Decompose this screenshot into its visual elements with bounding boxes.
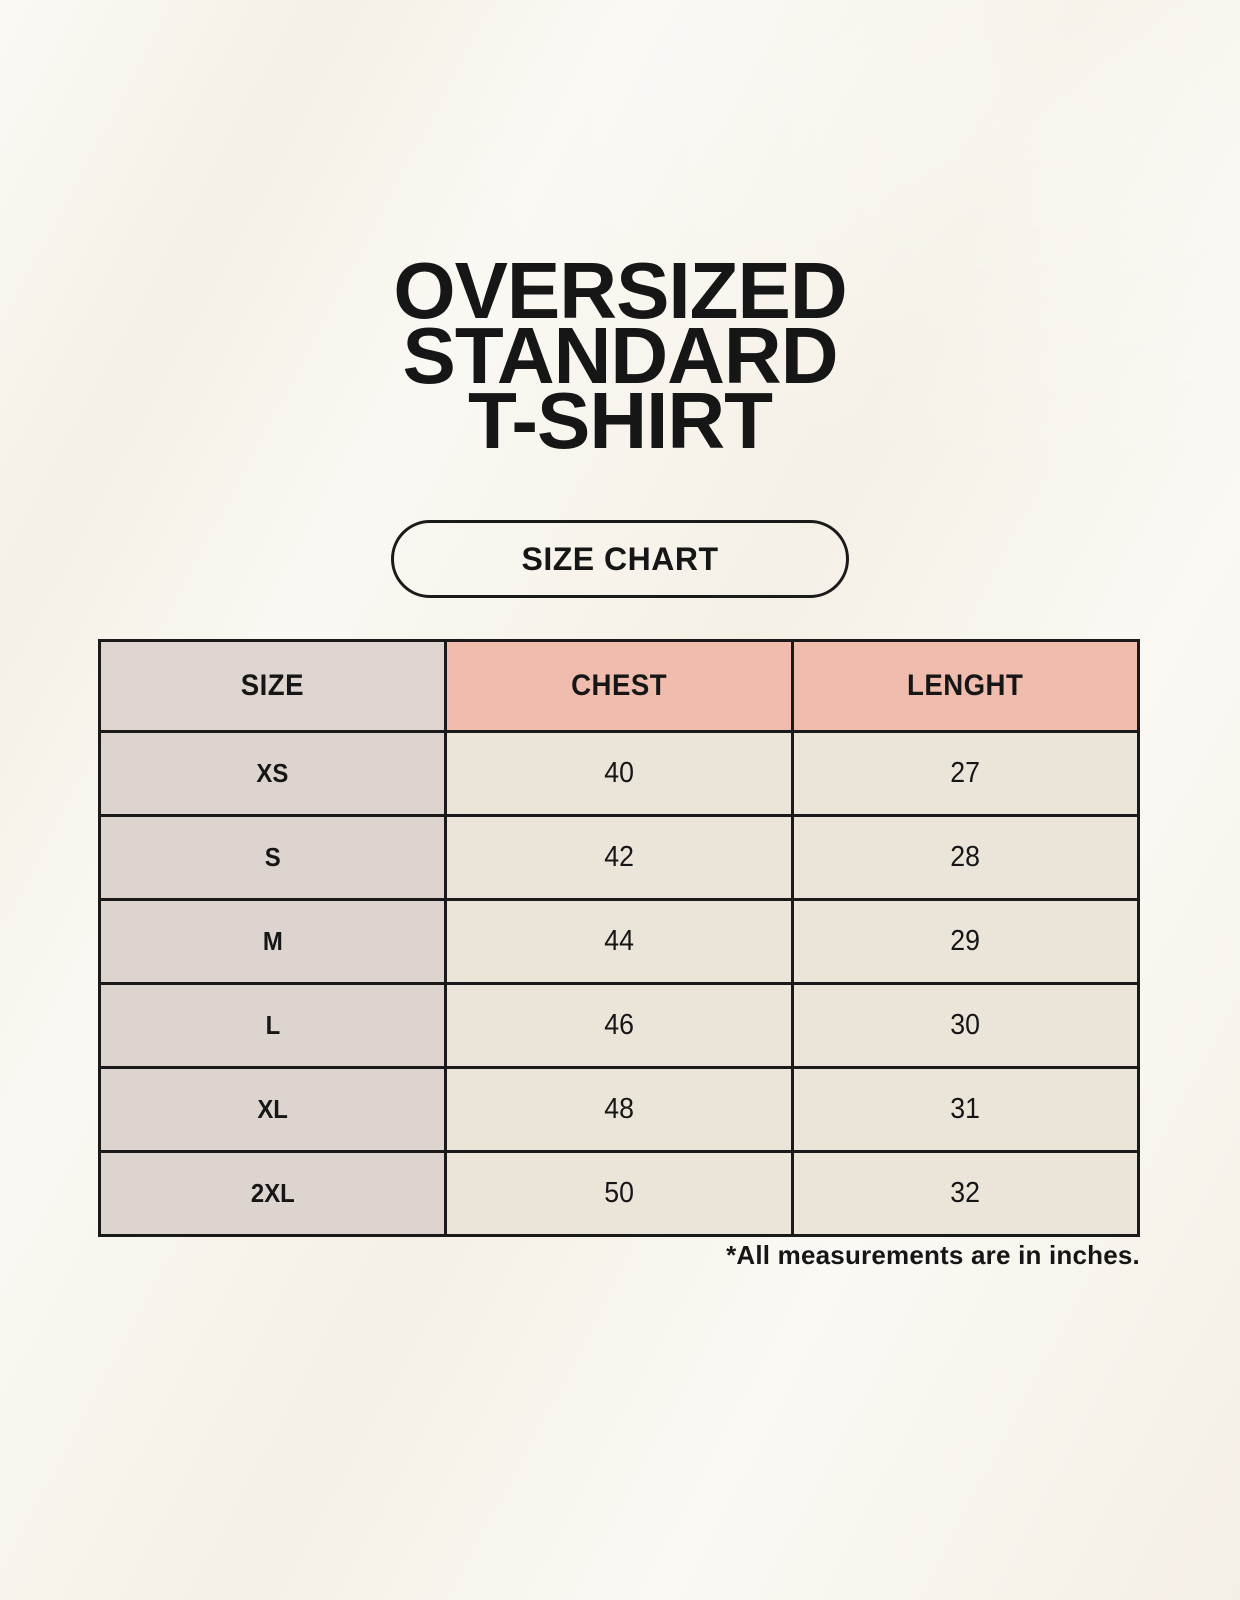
- size-label: L: [265, 1010, 280, 1040]
- size-cell-m: M: [101, 901, 445, 982]
- column-header-length: LENGHT: [793, 642, 1137, 730]
- length-cell-xs: 27: [793, 733, 1137, 814]
- size-label: XL: [257, 1094, 288, 1124]
- length-value: 28: [950, 841, 981, 873]
- chest-cell-s: 42: [447, 817, 791, 898]
- column-header-chest: CHEST: [447, 642, 791, 730]
- chest-cell-l: 46: [447, 985, 791, 1066]
- size-cell-s: S: [101, 817, 445, 898]
- length-value: 29: [950, 925, 981, 957]
- chest-cell-m: 44: [447, 901, 791, 982]
- length-value: 32: [950, 1177, 981, 1209]
- size-cell-xs: XS: [101, 733, 445, 814]
- chest-cell-xl: 48: [447, 1069, 791, 1150]
- column-header-chest-label: CHEST: [571, 669, 667, 702]
- length-cell-2xl: 32: [793, 1153, 1137, 1234]
- size-label: M: [262, 926, 283, 956]
- chest-value: 40: [604, 757, 634, 789]
- length-cell-m: 29: [793, 901, 1137, 982]
- chest-value: 48: [604, 1093, 634, 1125]
- size-label: 2XL: [250, 1178, 295, 1208]
- size-cell-xl: XL: [101, 1069, 445, 1150]
- column-header-size-label: SIZE: [241, 669, 305, 702]
- chest-value: 46: [604, 1009, 634, 1041]
- length-value: 31: [950, 1093, 981, 1125]
- chest-value: 50: [604, 1177, 634, 1209]
- size-chart-badge[interactable]: SIZE CHART: [391, 520, 849, 598]
- length-cell-l: 30: [793, 985, 1137, 1066]
- size-label: S: [264, 842, 281, 872]
- size-cell-2xl: 2XL: [101, 1153, 445, 1234]
- length-cell-xl: 31: [793, 1069, 1137, 1150]
- length-value: 27: [950, 757, 981, 789]
- size-chart-badge-label: SIZE CHART: [521, 540, 719, 577]
- title-line-1: OVERSIZED: [393, 246, 847, 335]
- column-header-size: SIZE: [101, 642, 445, 730]
- measurements-note: *All measurements are in inches.: [726, 1240, 1140, 1270]
- chest-cell-xs: 40: [447, 733, 791, 814]
- title-line-2: STANDARD: [402, 311, 839, 400]
- size-cell-l: L: [101, 985, 445, 1066]
- page-title: OVERSIZED STANDARD T-SHIRT: [0, 246, 1240, 465]
- chest-value: 44: [604, 925, 634, 957]
- length-value: 30: [950, 1009, 981, 1041]
- length-cell-s: 28: [793, 817, 1137, 898]
- title-line-3: T-SHIRT: [467, 376, 773, 465]
- chest-cell-2xl: 50: [447, 1153, 791, 1234]
- size-label: XS: [256, 758, 289, 788]
- column-header-length-label: LENGHT: [907, 669, 1024, 702]
- chest-value: 42: [604, 841, 634, 873]
- size-chart-table: SIZE CHEST LENGHT XS 40 27 S 42 28 M: [98, 639, 1140, 1237]
